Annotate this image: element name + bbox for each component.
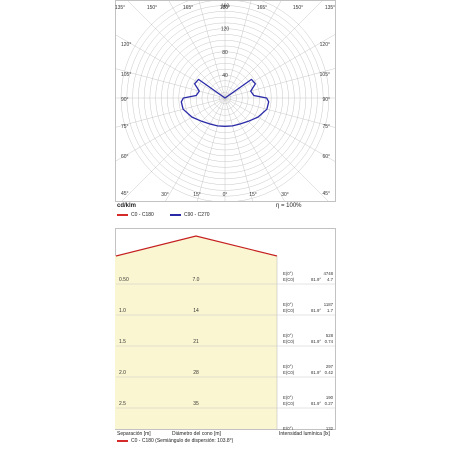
angle-label-right: 90°	[322, 97, 330, 103]
separation-value: 2.5	[119, 401, 126, 407]
angle-label-top: 165°	[257, 5, 267, 11]
legend-c90-swatch	[170, 214, 181, 216]
e0-value: 190	[326, 395, 334, 400]
angle-label-bottom: 30°	[281, 192, 289, 198]
radial-label: 40	[222, 73, 228, 79]
ec-label: E(C0)	[283, 370, 295, 375]
ec-value: 0.74	[325, 339, 334, 344]
separation-value: 1.0	[119, 308, 126, 314]
diameter-value: 21	[193, 339, 199, 345]
angle-label-right: 105°	[320, 72, 330, 78]
angle-label-right: 75°	[322, 124, 330, 130]
angle-label-top: 150°	[293, 5, 303, 11]
angle-label-bottom: 30°	[161, 192, 169, 198]
ec-value: 0.27	[325, 401, 334, 406]
e0-value: 528	[326, 333, 334, 338]
radial-label: 160	[221, 4, 230, 10]
polar-diagram: 160 120 80 40 135° 150° 165° 180° 165° 150° 135° 12…	[115, 0, 336, 202]
angle-label-top: 165°	[183, 5, 193, 11]
separation-value: 2.0	[119, 370, 126, 376]
e0-label: E(0°)	[283, 271, 293, 276]
angle-value: 81.9°	[311, 401, 321, 406]
angle-value: 81.9°	[311, 277, 321, 282]
diameter-value: 35	[193, 401, 199, 407]
ec-label: E(C0)	[283, 339, 295, 344]
e0-label: E(0°)	[283, 395, 293, 400]
angle-label-bottom: 15°	[249, 192, 257, 198]
e0-label: E(0°)	[283, 302, 293, 307]
ec-label: E(C0)	[283, 308, 295, 313]
cone-diagram-panel: 0.50 7.0 E(0°) E(C0) 81.9° 4748 4.7 1.0 14 E(0°) E…	[115, 228, 336, 430]
polar-frame	[115, 0, 336, 202]
diameter-value: 14	[193, 308, 199, 314]
legend-c0-label: C0 - C180	[131, 212, 154, 218]
ec-value: 0.42	[325, 370, 334, 375]
diameter-axis-label: Diámetro del cono [m]	[172, 431, 221, 437]
separation-value: 1.5	[119, 339, 126, 345]
ec-value: 1.7	[327, 308, 334, 313]
angle-label-right: 60°	[322, 154, 330, 160]
angle-label-right: 45°	[322, 191, 330, 197]
footer-legend: C0 - C180 (Semiángulo de dispersión: 103…	[117, 438, 233, 444]
polar-diagram-panel: 160 120 80 40 135° 150° 165° 180° 165° 150° 135° 12…	[115, 0, 336, 213]
legend-c90: C90 - C270	[170, 212, 210, 218]
diameter-value: 7.0	[193, 277, 200, 283]
legend-c0-swatch	[117, 214, 128, 216]
e0-label: E(0°)	[283, 333, 293, 338]
radial-label: 80	[222, 50, 228, 56]
separation-axis-label: Separación [m]	[117, 431, 151, 437]
angle-label-top: 150°	[147, 5, 157, 11]
angle-label-bottom: 0°	[223, 192, 228, 198]
angle-label-left: 75°	[121, 124, 129, 130]
footer-legend-label: C0 - C180 (Semiángulo de dispersión: 103…	[131, 438, 234, 444]
series-line-c90-c270	[180, 78, 270, 127]
angle-label-top: 180°	[220, 5, 230, 11]
polar-grid	[116, 1, 335, 201]
angle-label-right: 120°	[320, 42, 330, 48]
e0-value: 1187	[324, 302, 334, 307]
angle-label-left: 90°	[121, 97, 129, 103]
angle-value: 81.9°	[311, 339, 321, 344]
angle-label-left: 45°	[121, 191, 129, 197]
radial-label: 120	[221, 27, 230, 33]
angle-label-top: 135°	[325, 5, 335, 11]
angle-value: 81.9°	[311, 370, 321, 375]
efficiency-label: η = 100%	[276, 203, 302, 209]
e0-value: 4748	[323, 271, 333, 276]
angle-label-left: 120°	[121, 42, 131, 48]
cone-outline-c0-c180	[115, 235, 278, 257]
ec-label: E(C0)	[283, 401, 295, 406]
angle-label-bottom: 15°	[193, 192, 201, 198]
e0-value: 132	[326, 426, 334, 430]
e0-label: E(0°)	[283, 426, 293, 430]
separation-value: 0.50	[119, 277, 129, 283]
ec-label: E(C0)	[283, 277, 295, 282]
diameter-value: 28	[193, 370, 199, 376]
legend-c0: C0 - C180	[117, 212, 154, 218]
ec-value: 4.7	[327, 277, 334, 282]
angle-label-top: 135°	[115, 5, 125, 11]
illuminance-axis-label: Intensidad lumínica [lx]	[279, 431, 330, 437]
angle-value: 81.9°	[311, 308, 321, 313]
angle-label-left: 105°	[121, 72, 131, 78]
unit-label: cd/klm	[117, 203, 137, 209]
legend-c90-label: C90 - C270	[184, 212, 210, 218]
angle-label-left: 60°	[121, 154, 129, 160]
footer-legend-swatch	[117, 440, 128, 442]
e0-value: 297	[326, 364, 334, 369]
e0-label: E(0°)	[283, 364, 293, 369]
